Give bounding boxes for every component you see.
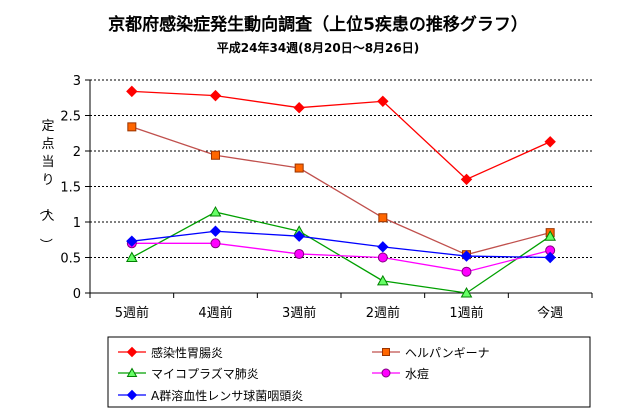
data-point-2-3 (376, 274, 389, 286)
x-tick-label-1: 4週前 (198, 305, 232, 321)
y-tick-labels: 0 0.5 1 1.5 2 2.5 3 (60, 74, 81, 302)
y-axis-label: 定点当り（人） (37, 119, 54, 251)
legend-label-1: ヘルパンギーナ (405, 346, 490, 360)
data-point-0-3 (377, 95, 389, 108)
data-point-2-4 (460, 286, 473, 298)
data-point-0-5 (544, 136, 556, 148)
x-tick-labels: 5週前 4週前 3週前 2週前 1週前 今週 (115, 305, 563, 321)
x-tick-label-2: 3週前 (282, 305, 316, 321)
x-tick-label-0: 5週前 (115, 305, 149, 321)
data-point-4-4 (460, 250, 473, 262)
x-tick-label-5: 今週 (537, 305, 563, 321)
series-3 (126, 238, 556, 277)
legend-item-3: 水痘 (372, 366, 429, 381)
y-tick-label-4: 2 (73, 145, 81, 160)
y-tick-label-0: 0 (73, 287, 81, 302)
legend-label-2: マイコプラズマ肺炎 (151, 366, 259, 381)
legend-swatch-marker-4 (126, 389, 138, 401)
grid-lines (90, 79, 592, 258)
series-4 (126, 225, 556, 264)
data-point-2-0 (125, 251, 138, 262)
legend-label-3: 水痘 (405, 366, 429, 381)
data-point-2-1 (209, 206, 222, 217)
y-tick-label-3: 1.5 (60, 181, 81, 196)
series-line-0 (131, 90, 551, 181)
legend-swatch-marker-1 (382, 348, 390, 356)
data-point-0-1 (209, 89, 222, 102)
y-tick-label-5: 2.5 (60, 110, 81, 125)
data-point-0-0 (126, 85, 138, 98)
data-point-1-3 (378, 213, 388, 223)
legend-swatch-marker-3 (381, 368, 391, 378)
series-line-3 (131, 242, 551, 273)
chart-title: 京都府感染症発生動向調査（上位5疾患の推移グラフ） (108, 14, 528, 35)
data-point-4-1 (209, 225, 222, 237)
legend-item-0: 感染性胃腸炎 (118, 345, 223, 360)
data-point-4-3 (377, 241, 389, 253)
legend-label-0: 感染性胃腸炎 (151, 345, 223, 360)
series-layer (125, 85, 557, 298)
series-0 (126, 85, 556, 186)
data-point-4-5 (544, 251, 556, 264)
legend-label-4: A群溶血性レンサ球菌咽頭炎 (151, 388, 303, 403)
data-point-4-2 (293, 230, 305, 242)
y-tick-label-2: 1 (73, 216, 81, 231)
x-tick-label-3: 2週前 (366, 305, 400, 321)
data-point-4-0 (126, 235, 138, 247)
data-point-0-2 (293, 101, 305, 114)
data-point-2-5 (544, 230, 557, 241)
series-2 (125, 206, 557, 298)
legend-item-2: マイコプラズマ肺炎 (118, 366, 259, 381)
legend-swatch-marker-0 (126, 346, 138, 358)
y-tick-label-6: 3 (73, 74, 81, 89)
data-point-1-2 (294, 163, 304, 173)
data-point-3-1 (210, 238, 221, 249)
chart-subtitle: 平成24年34週(8月20日～8月26日) (217, 40, 419, 55)
legend-swatch-marker-2 (126, 367, 138, 377)
series-1 (127, 122, 555, 260)
series-line-4 (131, 230, 551, 259)
legend-item-1: ヘルパンギーナ (372, 346, 490, 360)
legend-box (107, 336, 591, 408)
series-line-1 (131, 126, 551, 256)
axes (85, 79, 593, 298)
data-point-1-0 (127, 122, 137, 132)
data-point-1-1 (211, 150, 220, 160)
data-point-0-4 (460, 173, 473, 186)
legend-item-4: A群溶血性レンサ球菌咽頭炎 (118, 388, 303, 403)
y-tick-label-1: 0.5 (60, 252, 81, 267)
data-point-3-3 (377, 252, 388, 263)
data-point-3-4 (461, 266, 472, 277)
data-point-3-2 (294, 248, 305, 259)
x-tick-label-4: 1週前 (449, 305, 483, 321)
series-line-2 (131, 211, 551, 294)
